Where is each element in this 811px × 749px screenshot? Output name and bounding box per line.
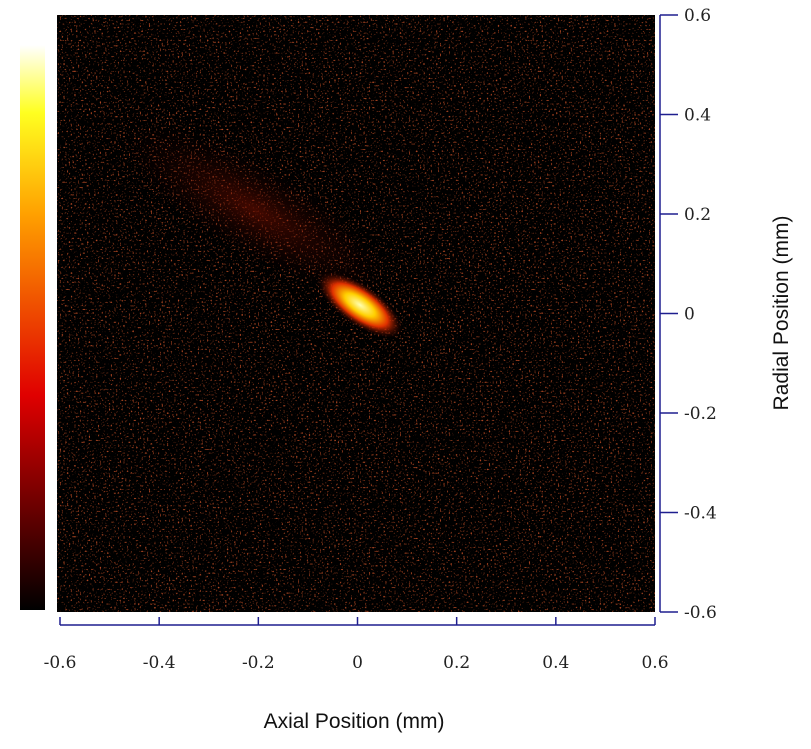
y-axis-label: Radial Position (mm) [770, 216, 793, 411]
y-tick-label: 0.6 [684, 6, 711, 26]
y-tick-label: 0.2 [684, 205, 711, 225]
x-tick-label: -0.4 [143, 653, 176, 673]
heatmap-halo [123, 125, 387, 295]
x-tick-label: 0 [352, 653, 363, 673]
x-tick-label: -0.2 [242, 653, 275, 673]
x-tick-label: 0.2 [443, 653, 470, 673]
heatmap-peak [317, 271, 403, 339]
x-tick-label: 0.4 [542, 653, 569, 673]
y-tick-label: -0.2 [684, 404, 717, 424]
y-tick-label: -0.4 [684, 504, 717, 524]
y-tick-label: -0.6 [684, 603, 717, 623]
colorbar [20, 45, 45, 610]
x-axis-label: Axial Position (mm) [264, 710, 445, 733]
x-tick-label: 0.6 [641, 653, 668, 673]
y-tick-label: 0 [684, 305, 695, 325]
y-tick-label: 0.4 [684, 106, 711, 126]
x-tick-label: -0.6 [44, 653, 77, 673]
